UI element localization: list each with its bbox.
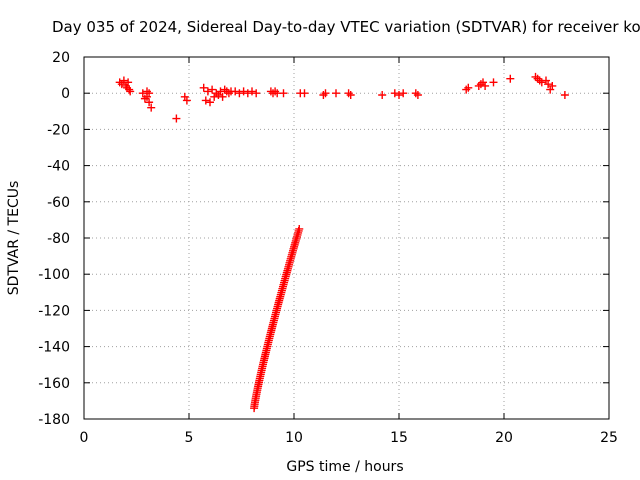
data-point (279, 89, 288, 98)
y-tick-label: -100 (38, 267, 70, 283)
data-point (119, 76, 128, 85)
data-point (125, 85, 134, 94)
data-point (239, 87, 248, 96)
data-point (180, 92, 189, 101)
x-tick-label: 5 (185, 430, 194, 446)
data-point (203, 87, 212, 96)
data-point (172, 114, 181, 123)
x-tick-label: 25 (600, 430, 618, 446)
y-tick-label: -40 (47, 159, 70, 175)
data-point (206, 98, 214, 107)
y-tick-label: -120 (38, 303, 70, 319)
y-tick-label: 0 (61, 86, 70, 102)
data-point (248, 87, 256, 96)
axis-ticks: 0 5 10 15 20 25 20 0 -20 -40 -60 -80 -100 -120 -140 -16… (38, 50, 618, 446)
data-point (321, 89, 330, 98)
data-point (378, 91, 387, 100)
data-point (346, 91, 355, 100)
data-point (548, 81, 557, 90)
x-tick-label: 10 (285, 430, 303, 446)
data-point (235, 89, 244, 98)
y-tick-label: -60 (47, 195, 70, 211)
data-point (395, 91, 403, 100)
data-point (489, 78, 498, 87)
data-point (300, 89, 309, 98)
grid-lines (84, 57, 609, 419)
data-point (243, 89, 252, 98)
data-marks (115, 72, 569, 413)
x-tick-label: 15 (390, 430, 408, 446)
data-point (124, 78, 133, 87)
y-axis-label: SDTVAR / TECUs (6, 181, 22, 296)
y-tick-label: -180 (38, 412, 70, 428)
data-point (199, 83, 208, 92)
y-tick-label: -80 (47, 231, 70, 247)
y-tick-label: 20 (52, 50, 70, 66)
data-point (126, 87, 135, 96)
y-tick-label: -160 (38, 376, 70, 392)
data-point (147, 103, 156, 112)
data-point (413, 91, 422, 100)
data-point (560, 91, 569, 100)
data-point (218, 92, 227, 101)
data-point (145, 89, 154, 98)
data-point (544, 80, 553, 89)
data-point (390, 89, 399, 98)
data-point (506, 74, 515, 83)
data-point (201, 96, 210, 105)
data-point (231, 87, 240, 96)
data-point (252, 89, 261, 98)
data-point (399, 89, 408, 98)
x-tick-label: 0 (80, 430, 89, 446)
x-axis-label: GPS time / hours (286, 459, 403, 475)
chart-title: Day 035 of 2024, Sidereal Day-to-day VTE… (52, 18, 640, 36)
data-point (537, 78, 546, 87)
data-point (464, 83, 473, 92)
y-tick-label: -20 (47, 122, 70, 138)
y-tick-label: -140 (38, 340, 70, 356)
data-point (145, 98, 154, 107)
x-tick-label: 20 (495, 430, 513, 446)
data-point (182, 96, 191, 105)
data-point (481, 81, 490, 90)
plot-frame (83, 56, 610, 420)
data-point (332, 89, 340, 98)
data-point (295, 224, 304, 233)
data-point (208, 85, 217, 94)
